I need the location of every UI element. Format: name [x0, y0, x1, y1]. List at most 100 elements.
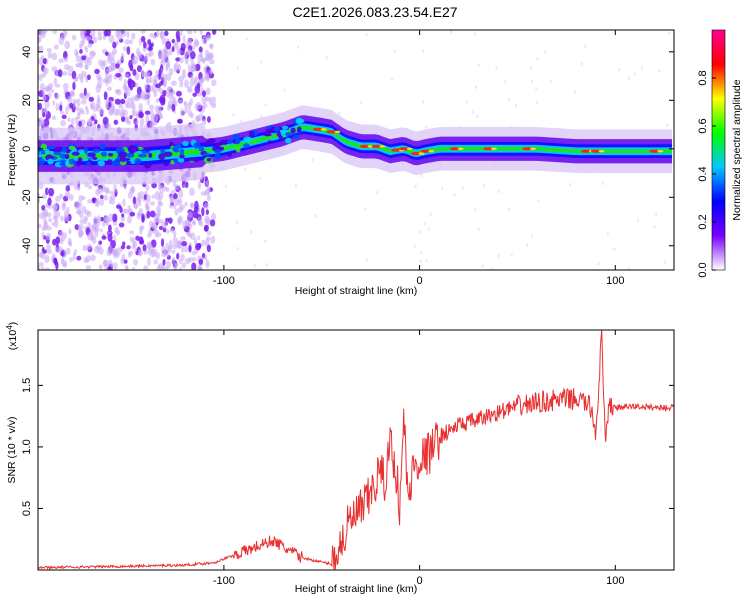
noise-speck: [171, 249, 176, 254]
noise-speck: [90, 102, 96, 109]
noise-speck: [181, 68, 186, 76]
noise-speck: [105, 79, 109, 87]
noise-speck: [171, 80, 177, 86]
noise-speck: [429, 212, 432, 217]
noise-speck: [174, 184, 180, 191]
noise-speck: [81, 98, 87, 105]
noise-speck: [67, 72, 72, 77]
ridge-blob: [119, 160, 127, 166]
noise-speck: [76, 98, 81, 107]
noise-speck: [174, 208, 179, 216]
noise-speck: [51, 115, 57, 121]
noise-speck: [182, 220, 187, 229]
noise-speck: [96, 81, 103, 89]
noise-speck: [137, 250, 143, 257]
noise-speck: [507, 207, 510, 212]
noise-speck: [510, 253, 513, 257]
noise-speck: [420, 250, 423, 255]
ridge-blob: [226, 138, 233, 145]
noise-speck: [113, 250, 118, 256]
noise-speck: [474, 32, 477, 36]
noise-speck: [127, 97, 132, 104]
ridge-center: [38, 125, 673, 159]
noise-speck: [126, 115, 130, 124]
ridge-peak: [420, 149, 431, 153]
noise-speck: [111, 102, 115, 112]
noise-speck: [98, 59, 104, 67]
ridge-blob: [163, 151, 173, 157]
noise-speck: [507, 97, 511, 102]
noise-speck: [99, 194, 104, 200]
noise-speck: [51, 222, 56, 227]
noise-speck: [174, 199, 178, 207]
ridge-peak-hot: [379, 145, 386, 148]
noise-speck: [64, 214, 70, 222]
noise-speck: [180, 245, 184, 254]
noise-speck: [59, 104, 63, 112]
noise-speck: [70, 117, 75, 126]
x-tick-label: -100: [213, 575, 235, 587]
noise-speck: [149, 104, 155, 111]
noise-speck: [127, 78, 133, 86]
noise-speck: [129, 236, 134, 243]
ridge-blob: [175, 143, 182, 150]
ridge-blob: [179, 148, 185, 156]
ridge-blob: [204, 140, 211, 146]
ridge-peak-hot: [598, 150, 605, 153]
noise-speck: [130, 186, 136, 193]
noise-speck: [201, 207, 205, 217]
noise-speck: [141, 213, 145, 221]
ridge-blob: [158, 153, 166, 160]
noise-speck: [79, 218, 85, 225]
noise-speck: [140, 90, 147, 99]
noise-speck: [146, 97, 150, 106]
noise-speck: [359, 100, 362, 105]
ridge-blob: [206, 157, 212, 162]
noise-speck: [149, 76, 153, 84]
noise-speck: [151, 84, 156, 93]
noise-speck: [203, 66, 207, 73]
ridge-blob: [214, 149, 222, 154]
noise-speck: [471, 110, 474, 115]
noise-speck: [107, 224, 112, 233]
noise-speck: [127, 192, 133, 199]
noise-speck: [157, 201, 164, 207]
noise-speck: [209, 219, 216, 227]
noise-speck: [663, 260, 667, 265]
noise-speck: [78, 201, 83, 208]
ridge-blob: [281, 125, 289, 130]
snr-series-line: [38, 330, 674, 570]
noise-speck: [100, 216, 104, 222]
noise-speck: [63, 56, 69, 63]
noise-speck: [45, 225, 52, 231]
y-tick-label: 0.5: [21, 501, 33, 516]
noise-speck: [61, 114, 67, 120]
noise-speck: [135, 120, 139, 125]
noise-speck: [86, 118, 93, 126]
ridge-blob: [97, 160, 105, 167]
noise-speck: [126, 30, 130, 39]
noise-speck: [136, 65, 142, 73]
noise-speck: [550, 79, 553, 84]
noise-speck: [627, 76, 631, 81]
noise-speck: [55, 102, 60, 111]
ridge-blob: [100, 151, 108, 157]
noise-speck: [236, 247, 239, 251]
noise-speck: [90, 30, 96, 38]
noise-speck: [155, 212, 161, 219]
noise-speck: [118, 222, 125, 228]
noise-speck: [42, 67, 47, 76]
noise-speck: [253, 263, 257, 268]
ridge-peak: [312, 127, 323, 131]
noise-speck: [249, 230, 253, 234]
noise-speck: [161, 246, 167, 254]
noise-speck: [414, 184, 417, 189]
noise-speck: [57, 69, 63, 78]
noise-speck: [198, 258, 204, 265]
noise-speck: [160, 73, 167, 80]
noise-speck: [206, 116, 211, 123]
ridge-blob: [119, 156, 127, 163]
noise-speck: [145, 114, 150, 124]
noise-speck: [201, 239, 206, 247]
noise-speck: [122, 109, 128, 116]
